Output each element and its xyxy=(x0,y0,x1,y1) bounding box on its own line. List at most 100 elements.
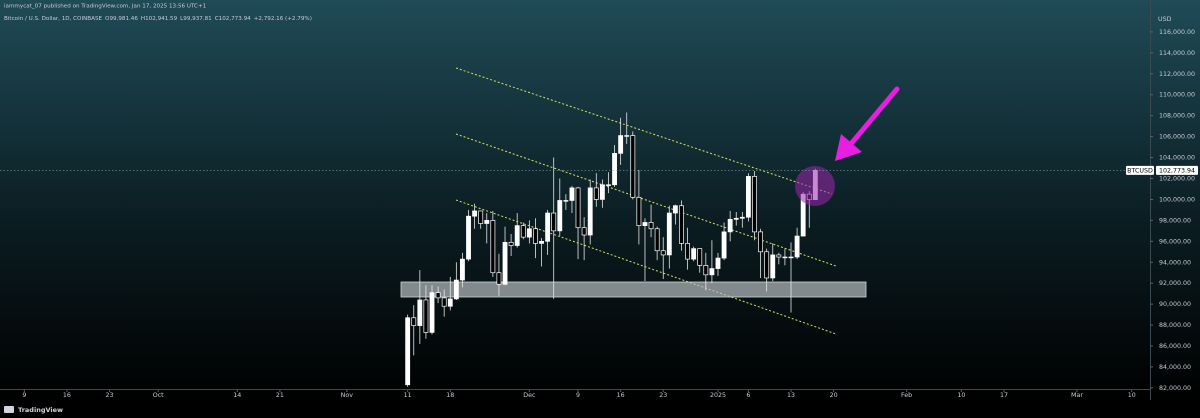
x-tick-label: 6 xyxy=(746,392,750,399)
y-tick-label: 98,000.00 xyxy=(1159,217,1191,224)
x-tick-label: 21 xyxy=(276,392,284,399)
y-tick-label: 110,000.00 xyxy=(1159,92,1195,99)
ohlc-close: C102,773.94 xyxy=(215,16,251,22)
symbol-label-box xyxy=(1126,165,1154,175)
candle-body xyxy=(721,231,727,259)
y-tick-label: 112,000.00 xyxy=(1159,71,1195,78)
candle-body xyxy=(526,228,532,238)
background xyxy=(0,0,1200,400)
candle-body xyxy=(770,254,776,279)
y-tick-label: 104,000.00 xyxy=(1159,155,1195,162)
candle-body xyxy=(496,272,502,285)
candle-body xyxy=(630,135,636,198)
x-tick-label: 17 xyxy=(1000,392,1008,399)
candle-body xyxy=(545,212,551,242)
candle-body xyxy=(733,217,739,220)
candle-body xyxy=(654,228,660,252)
candle-body xyxy=(563,200,569,202)
x-tick-label: Feb xyxy=(901,392,912,399)
support-zone xyxy=(400,281,867,298)
candle-body xyxy=(508,242,514,246)
x-tick-label: Mar xyxy=(1071,392,1083,399)
x-tick-label: 14 xyxy=(233,392,241,399)
y-tick-label: 90,000.00 xyxy=(1159,301,1191,308)
candle-body xyxy=(411,317,417,326)
candle-body xyxy=(599,184,605,200)
candle-body xyxy=(788,256,794,259)
candle-body xyxy=(514,225,520,246)
candle-body xyxy=(435,292,441,299)
candle-body xyxy=(466,215,471,260)
candle-body xyxy=(697,248,703,266)
x-tick-label: 2025 xyxy=(710,392,726,399)
x-tick-label: Dec xyxy=(523,392,536,399)
brand-logo xyxy=(4,406,14,413)
candle-body xyxy=(794,235,800,258)
y-tick-label: 84,000.00 xyxy=(1159,364,1191,371)
ohlc-open: O99,981.46 xyxy=(105,16,138,22)
last-price-label: 102,773.94 xyxy=(1159,167,1195,174)
x-tick-label: 10 xyxy=(957,392,965,399)
candle-body xyxy=(745,176,751,218)
candle-body xyxy=(776,254,782,258)
candle-body xyxy=(478,210,484,224)
candle-body xyxy=(490,220,496,274)
x-tick-label: 9 xyxy=(22,392,26,399)
candle-body xyxy=(502,242,508,285)
candle-body xyxy=(539,240,544,244)
axes: 82,000.00 84,000.00 86,000.00 88,000.00 90,0… xyxy=(22,29,1195,399)
y-tick-label: 82,000.00 xyxy=(1159,385,1191,392)
candle-body xyxy=(405,317,411,386)
x-tick-label: 9 xyxy=(576,392,580,399)
y-tick-label: 86,000.00 xyxy=(1159,343,1191,350)
y-tick-label: 106,000.00 xyxy=(1159,134,1195,141)
y-tick-label: 114,000.00 xyxy=(1159,50,1195,57)
last-price-box xyxy=(1156,165,1198,175)
candle-body xyxy=(666,212,672,256)
candle-body xyxy=(758,231,764,253)
candle-body xyxy=(679,205,684,244)
channel-lower xyxy=(455,199,837,335)
candle-body xyxy=(752,176,757,233)
candle-body xyxy=(533,228,538,244)
footer-bar xyxy=(0,400,1200,418)
candle-body xyxy=(612,153,617,186)
candle-body xyxy=(648,222,654,230)
x-tick-label: 11 xyxy=(404,392,412,399)
candle-body xyxy=(636,196,642,226)
highlight-circle xyxy=(795,166,835,206)
x-tick-label: 20 xyxy=(830,392,838,399)
candle-body xyxy=(782,256,788,259)
candle-body xyxy=(423,299,429,333)
x-tick-label: 16 xyxy=(63,392,71,399)
candle-body xyxy=(520,225,526,238)
candle-body xyxy=(484,220,490,224)
x-tick-label: 10 xyxy=(1128,392,1136,399)
change: +2,792.16 (+2.79%) xyxy=(254,16,312,22)
x-tick-label: 16 xyxy=(617,392,625,399)
candle-body xyxy=(709,268,715,276)
y-tick-label: 100,000.00 xyxy=(1159,196,1195,203)
symbol-title: Bitcoin / U.S. Dollar, 1D, COINBASE xyxy=(4,16,103,22)
overlays xyxy=(795,86,900,206)
candle-body xyxy=(642,222,648,226)
candle-body xyxy=(618,135,624,154)
brand: TradingView xyxy=(18,406,63,414)
candles xyxy=(405,112,818,387)
currency: USD xyxy=(1158,16,1172,23)
x-tick-label: 18 xyxy=(446,392,454,399)
drawings xyxy=(400,67,867,335)
candle-body xyxy=(581,227,587,236)
candle-body xyxy=(453,279,459,300)
candle-body xyxy=(417,299,423,326)
candle-body xyxy=(739,216,745,219)
candle-body xyxy=(557,200,563,232)
candle-body xyxy=(715,257,721,269)
candle-body xyxy=(606,184,611,186)
symbol-header: Bitcoin / U.S. Dollar, 1D, COINBASE O99,9… xyxy=(4,16,312,22)
symbol-label: BTCUSD xyxy=(1127,167,1153,174)
candle-body xyxy=(472,210,478,217)
candle-body xyxy=(764,251,770,279)
